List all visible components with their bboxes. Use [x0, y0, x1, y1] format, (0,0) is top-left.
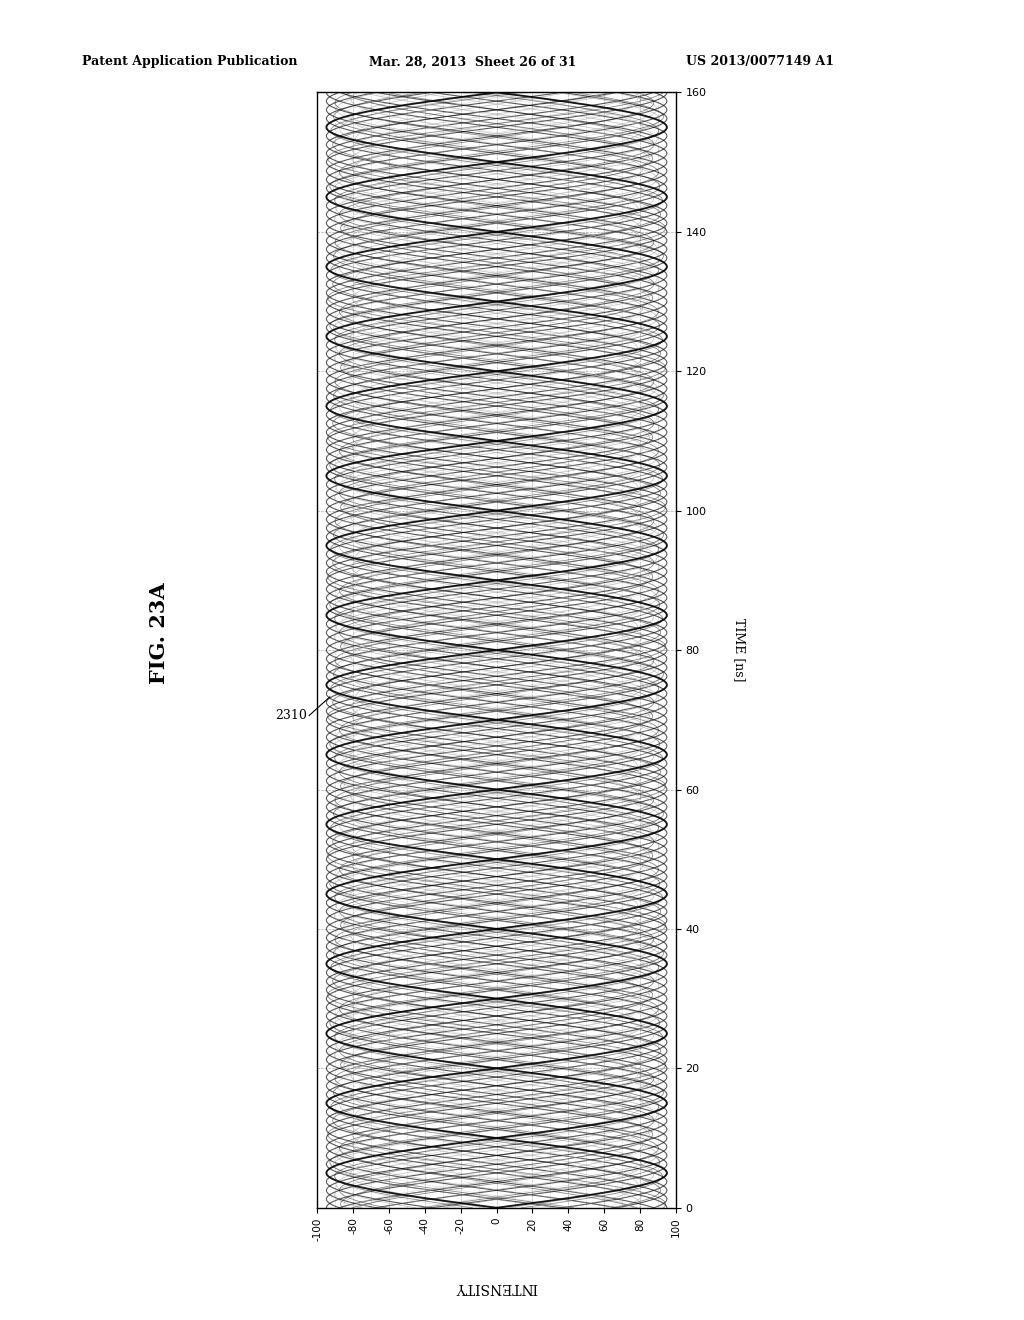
Text: Mar. 28, 2013  Sheet 26 of 31: Mar. 28, 2013 Sheet 26 of 31: [369, 55, 577, 69]
X-axis label: INTENSITY: INTENSITY: [456, 1280, 538, 1294]
Text: US 2013/0077149 A1: US 2013/0077149 A1: [686, 55, 835, 69]
Text: Patent Application Publication: Patent Application Publication: [82, 55, 297, 69]
Text: 2310: 2310: [275, 709, 307, 722]
Y-axis label: TIME [ns]: TIME [ns]: [732, 618, 745, 682]
Text: FIG. 23A: FIG. 23A: [148, 583, 169, 684]
